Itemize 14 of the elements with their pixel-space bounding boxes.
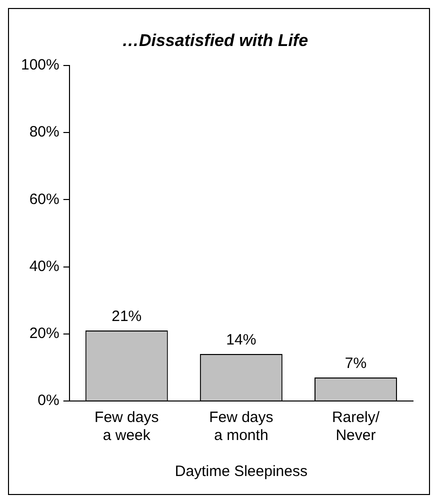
data-label: 21%: [112, 308, 142, 326]
y-tick-label: 40%: [29, 258, 60, 275]
x-tick-label: Few days a month: [209, 409, 274, 444]
data-label: 14%: [226, 332, 256, 349]
x-tick-label: Few days a week: [94, 409, 159, 444]
y-tick-label: 100%: [20, 56, 60, 74]
y-tick-label: 0%: [38, 392, 60, 410]
x-axis-title: Daytime Sleepiness: [174, 463, 308, 480]
y-tick-label: 60%: [29, 190, 60, 208]
y-tick-label: 20%: [29, 325, 60, 342]
y-tick-label: 80%: [29, 124, 60, 141]
data-label: 7%: [344, 355, 367, 372]
chart-title: …Dissatisfied with Life: [122, 30, 308, 50]
x-tick-label: Rarely/ Never: [332, 409, 380, 444]
